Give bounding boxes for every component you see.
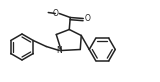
Text: O: O [84, 14, 90, 23]
Text: O: O [52, 9, 58, 18]
Text: N: N [56, 46, 62, 55]
